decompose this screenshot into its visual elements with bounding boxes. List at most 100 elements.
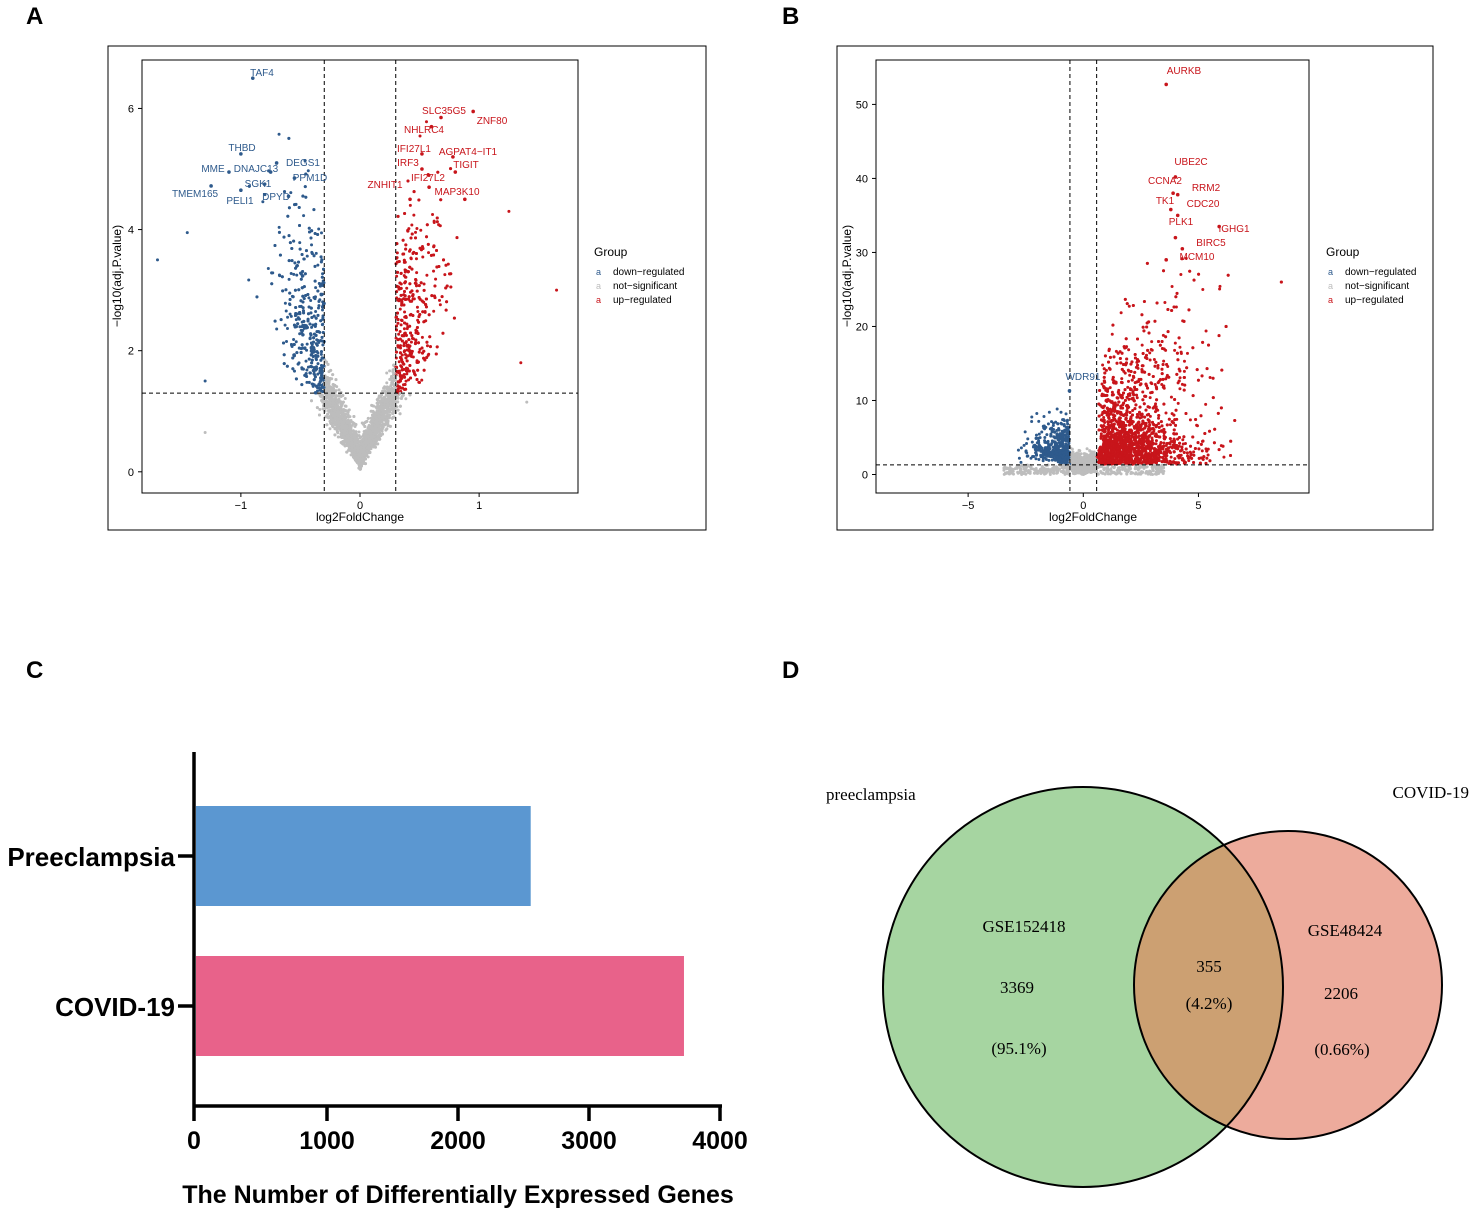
panel-a-point [452,316,456,320]
panel-a-point [270,282,274,286]
panel-a-point [354,433,358,437]
panel-a-point [386,415,390,419]
panel-a-point [289,314,293,318]
panel-a-point [322,386,326,390]
panel-a-point [404,243,408,247]
panel-a-point [291,367,295,371]
panel-a-point [295,273,299,277]
panel-a-point [319,319,323,323]
panel-a-point [424,319,428,323]
panel-a-point [288,298,292,302]
panel-a-point [312,254,316,258]
panel-a-point [278,274,282,278]
panel-a-point [304,293,308,297]
panel-a-point [419,281,423,285]
panel-a-point [362,449,366,453]
panel-a-point [427,251,431,255]
panel-a-point [408,203,412,207]
panel-a-point [361,422,365,426]
panel-a-point [416,360,420,364]
panel-a-point [299,272,303,276]
panel-a-point [333,433,337,437]
panel-a-point [296,362,300,366]
panel-a-point [309,306,313,310]
panel-a-gene-label: PELI1 [226,196,254,207]
panel-letter-d: D [782,657,799,684]
panel-a-point [305,348,309,352]
panel-a-point [415,305,419,309]
panel-a-point [350,423,354,427]
panel-a-point [320,335,324,339]
panel-a-point [406,270,410,274]
panel-a-point [421,310,425,314]
panel-a-point [411,297,415,301]
panel-a-labeled-point [227,170,231,174]
panel-a-point [303,272,307,276]
panel-a-point [366,435,370,439]
panel-a-point [404,369,408,373]
panel-a-point [300,343,304,347]
panel-a-point [444,263,448,267]
panel-a-point [203,379,207,383]
panel-letter-b: B [782,3,799,30]
panel-a-point [398,337,402,341]
panel-a-gene-label: TAF4 [250,68,274,79]
panel-a-gene-label: DEGS1 [286,158,320,169]
panel-a-point [406,228,410,232]
panel-a-point [396,214,400,218]
panel-a-point [404,356,408,360]
panel-a-point [340,402,344,406]
panel-a-point [282,341,286,345]
panel-a-point [404,387,408,391]
panel-a-point [408,249,412,253]
panel-a-point [288,291,292,295]
panel-a-point [342,418,346,422]
panel-a-point [407,348,411,352]
panel-a-point [302,257,306,261]
panel-a-gene-label: ZNF80 [477,116,508,127]
panel-a-point [408,363,412,367]
panel-a-point [306,317,310,321]
panel-a-point [386,409,390,413]
panel-a-point [359,442,363,446]
panel-a-point [424,302,428,306]
panel-a-point [281,289,285,293]
panel-a-point [337,426,341,430]
panel-a-point [413,373,417,377]
panel-a-point [301,333,305,337]
panel-a-point [358,436,362,440]
panel-a-legend-title: Group [594,245,628,259]
panel-a-point [321,343,325,347]
panel-a-point [297,288,301,292]
panel-a-point [413,281,417,285]
panel-a-point [292,239,296,243]
panel-a-point [343,412,347,416]
panel-a-point [402,252,406,256]
panel-a-point [427,352,431,356]
panel-a-point [293,288,297,292]
panel-a-point [302,311,306,315]
panel-a-point [315,338,319,342]
panel-a-point [331,373,335,377]
panel-a-point [287,234,291,238]
panel-a-point [400,319,404,323]
panel-a-point [415,378,419,382]
panel-a-point [352,430,356,434]
panel-a-point [440,295,444,299]
panel-a-point [185,231,189,235]
panel-a-point [422,356,426,360]
panel-a-point [310,361,314,365]
panel-a-point [420,335,424,339]
panel-a-point [298,247,302,251]
panel-a-point [308,337,312,341]
panel-a-point [298,241,302,245]
panel-a-point [399,346,403,350]
panel-a-gene-label: IFI27L1 [397,144,431,155]
panel-a-point [400,300,404,304]
panel-a-point [400,353,404,357]
panel-a-point [291,295,295,299]
panel-a-labeled-point [427,185,431,189]
panel-a-point [371,417,375,421]
panel-a-point [403,281,407,285]
